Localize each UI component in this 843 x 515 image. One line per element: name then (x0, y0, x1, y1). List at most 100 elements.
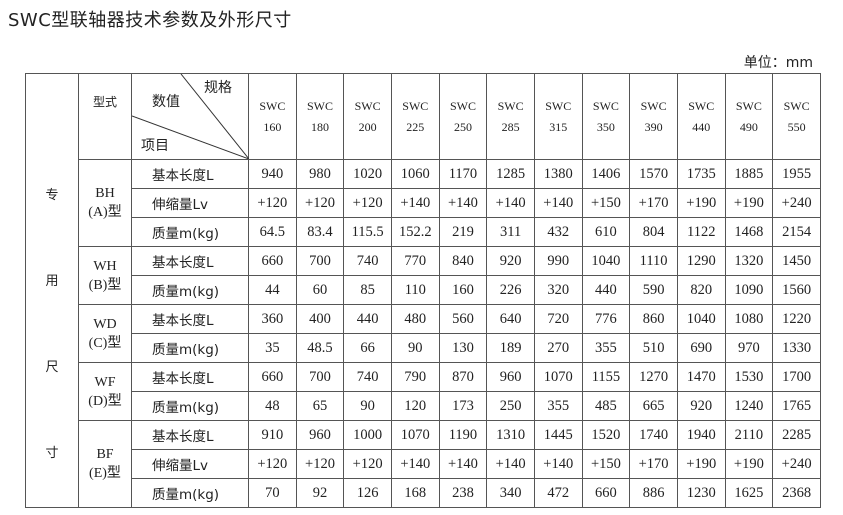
model-series: SWC (688, 98, 715, 113)
spec-label: 规格 (204, 80, 232, 96)
value-cell: 238 (438, 478, 488, 508)
model-header: SWC 440 (676, 73, 726, 160)
value-cell: 1040 (676, 304, 726, 334)
type-name: (C)型 (88, 335, 122, 351)
value-cell: 485 (581, 391, 631, 421)
value-cell: 790 (390, 362, 440, 392)
value-cell: 1530 (724, 362, 774, 392)
section-label-char: 专 (45, 187, 59, 203)
item-name: 质量m(kg) (131, 333, 249, 363)
value-cell: 126 (343, 478, 392, 508)
table-row: 质量m(kg) 48 65 90 120 173 250 355 485 665 920 1240 17… (26, 391, 821, 421)
table-row: 专用尺寸 BH (A)型 基本长度L 940 980 1020 1060 1170 1285 138… (25, 159, 821, 508)
model-header: SWC 315 (533, 73, 583, 160)
value-cell: 1735 (676, 159, 726, 189)
value-cell: +140 (438, 449, 488, 479)
value-cell: 1270 (629, 362, 678, 392)
model-series: SWC (306, 98, 333, 113)
coupling-type: BF (E)型 (78, 420, 132, 508)
value-cell: 740 (343, 246, 392, 276)
value-cell: 910 (248, 420, 297, 450)
value-cell: +140 (390, 188, 440, 218)
value-cell: 1070 (390, 420, 440, 450)
value-cell: 83.4 (295, 217, 345, 247)
diagonal-lines (132, 74, 249, 159)
unit-label: 单位：mm (743, 55, 813, 71)
table-row: WD (C)型 基本长度L 360 400 440 480 560 640 720 776 860 10… (26, 304, 821, 363)
value-cell: 970 (724, 333, 774, 363)
header-row: 型式 规格 数值 项目 SWC 160 SWC 180 SWC 200 SWC 225 SWC 250 SW… (25, 73, 821, 160)
table-row: WF (D)型 基本长度L 660 700 740 790 870 960 1070 1155 127… (26, 362, 821, 421)
value-cell: 1122 (676, 217, 726, 247)
value-cell: 1740 (629, 420, 678, 450)
value-cell: 660 (248, 246, 297, 276)
value-cell: 980 (295, 159, 345, 189)
model-size: 390 (644, 119, 663, 134)
item-name: 伸缩量Lv (131, 449, 249, 479)
model-size: 350 (596, 119, 615, 134)
value-cell: +190 (676, 449, 726, 479)
value-cell: 1330 (772, 333, 821, 363)
value-cell: +190 (724, 188, 774, 218)
value-cell: 610 (581, 217, 631, 247)
coupling-type: WH (B)型 (78, 246, 132, 305)
value-cell: 1520 (581, 420, 631, 450)
value-cell: 640 (486, 304, 535, 334)
model-header: SWC 250 (438, 73, 488, 160)
value-cell: 1090 (724, 275, 774, 305)
type-code: BF (96, 447, 114, 462)
value-cell: 440 (581, 275, 631, 305)
value-cell: 1230 (676, 478, 726, 508)
item-name: 质量m(kg) (131, 217, 249, 247)
item-name: 基本长度L (131, 159, 249, 189)
value-cell: 2368 (772, 478, 821, 508)
value-cell: 480 (390, 304, 440, 334)
value-label: 数值 (152, 94, 180, 110)
model-series: SWC (354, 98, 381, 113)
model-header: SWC 490 (724, 73, 774, 160)
value-cell: 320 (533, 275, 583, 305)
item-name: 质量m(kg) (131, 478, 249, 508)
value-cell: 1190 (438, 420, 488, 450)
value-cell: 660 (581, 478, 631, 508)
value-cell: 48.5 (295, 333, 345, 363)
value-cell: 65 (295, 391, 345, 421)
value-cell: 1080 (724, 304, 774, 334)
value-cell: +140 (390, 449, 440, 479)
value-cell: 804 (629, 217, 678, 247)
section-label-char: 寸 (45, 446, 59, 462)
model-header: SWC 390 (629, 73, 678, 160)
value-cell: 92 (295, 478, 345, 508)
type-name: (A)型 (88, 205, 122, 220)
value-cell: 2285 (772, 420, 821, 450)
model-series: SWC (497, 98, 524, 113)
value-cell: 360 (248, 304, 297, 334)
type-code: WH (93, 258, 117, 274)
value-cell: 1406 (581, 159, 631, 189)
value-cell: 690 (676, 333, 726, 363)
item-name: 基本长度L (131, 304, 249, 334)
value-cell: 1020 (343, 159, 392, 189)
value-cell: 510 (629, 333, 678, 363)
value-cell: 700 (295, 362, 345, 392)
value-cell: +150 (581, 449, 631, 479)
model-header: SWC 285 (486, 73, 535, 160)
model-size: 160 (263, 119, 282, 134)
section-label-char: 尺 (45, 359, 59, 375)
value-cell: 355 (533, 391, 583, 421)
model-size: 180 (310, 119, 329, 134)
table-row: 质量m(kg) 44 60 85 110 160 226 320 440 590 820 1090 15… (26, 275, 821, 305)
value-cell: 440 (343, 304, 392, 334)
value-cell: 85 (343, 275, 392, 305)
spec-table: 型式 规格 数值 项目 SWC 160 SWC 180 SWC 200 SWC 225 SWC 250 SW… (25, 73, 821, 508)
value-cell: 776 (581, 304, 631, 334)
value-cell: 1110 (629, 246, 678, 276)
model-size: 285 (501, 119, 520, 134)
value-cell: 940 (248, 159, 297, 189)
value-cell: 665 (629, 391, 678, 421)
model-size: 490 (739, 119, 758, 134)
model-series: SWC (259, 98, 286, 113)
table-row: 质量m(kg) 35 48.5 66 90 130 189 270 355 510 690 970 13… (26, 333, 821, 363)
value-cell: 130 (438, 333, 488, 363)
value-cell: 90 (343, 391, 392, 421)
